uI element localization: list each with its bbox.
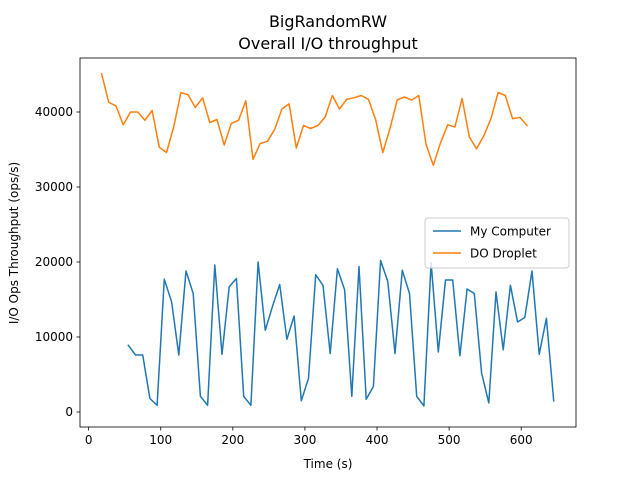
series-line-1 (127, 259, 555, 407)
y-tick-label: 20000 (35, 255, 73, 269)
x-tick-label: 100 (149, 433, 172, 447)
x-axis-label: Time (s) (303, 457, 353, 471)
legend-label-1: My Computer (470, 224, 551, 238)
x-tick-label: 300 (293, 433, 316, 447)
y-tick-label: 0 (65, 405, 73, 419)
axes-frame (79, 57, 577, 428)
y-tick-label: 40000 (35, 105, 73, 119)
legend-label-2: DO Droplet (470, 246, 537, 260)
x-tick-label: 500 (438, 433, 461, 447)
y-tick-label: 30000 (35, 180, 73, 194)
chart-title: BigRandomRW (269, 12, 387, 31)
chart-subtitle: Overall I/O throughput (238, 34, 418, 53)
legend: My Computer DO Droplet (424, 217, 570, 269)
x-tick-label: 400 (366, 433, 389, 447)
series-line-2 (100, 72, 529, 167)
y-axis-label: I/O Ops Throughput (ops/s) (7, 162, 21, 324)
x-tick-label: 0 (85, 433, 93, 447)
x-tick-label: 600 (510, 433, 533, 447)
x-tick-label: 200 (221, 433, 244, 447)
y-tick-label: 10000 (35, 330, 73, 344)
plot-area: 0 100 200 300 400 500 600 0 10000 20000 30000 40000… (35, 57, 577, 447)
